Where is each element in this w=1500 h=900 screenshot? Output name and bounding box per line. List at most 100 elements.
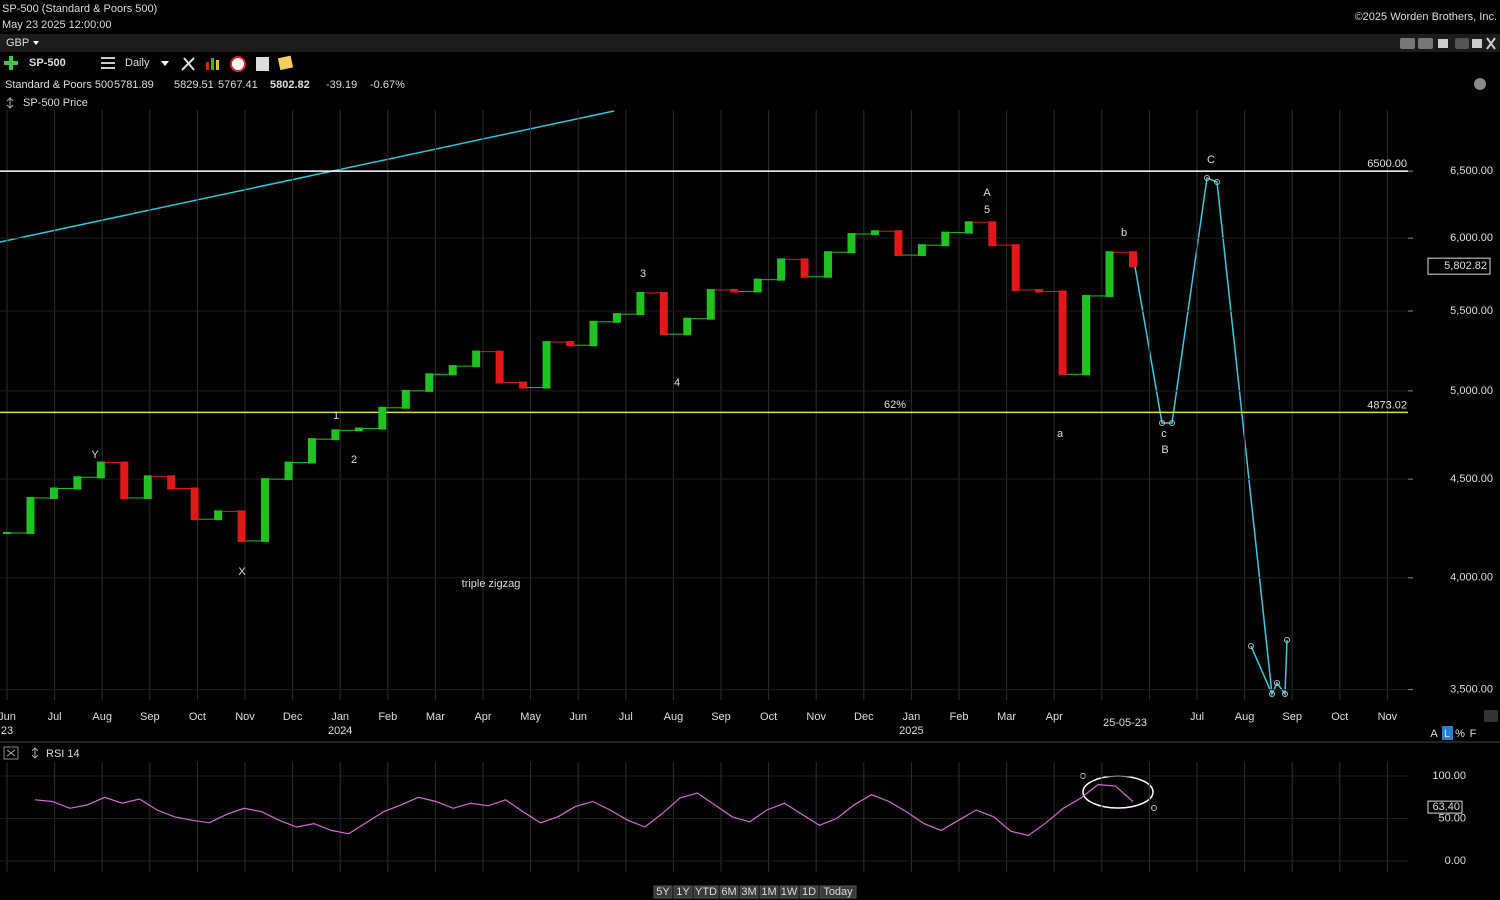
datetime: May 23 2025 12:00:00 — [2, 19, 111, 31]
window-title: SP-500 (Standard & Poors 500) — [2, 3, 157, 15]
settings-icon[interactable] — [1474, 78, 1486, 90]
range-button[interactable] — [719, 885, 739, 899]
wave-label: A — [983, 187, 991, 199]
price-bar — [1129, 251, 1137, 268]
x-tick-label: Dec — [854, 711, 874, 723]
rsi-line — [34, 783, 1134, 837]
wave-label: X — [238, 566, 246, 578]
note-icon[interactable] — [277, 55, 294, 71]
range-button[interactable] — [739, 885, 759, 899]
wave-label: C — [1207, 154, 1215, 166]
price-bar — [519, 381, 528, 389]
x-tick-label: Mar — [426, 711, 445, 723]
range-button[interactable] — [779, 885, 799, 899]
x-tick-label: Jul — [48, 711, 62, 723]
price-bar — [307, 438, 316, 464]
range-button[interactable] — [673, 885, 693, 899]
x-tick-label: Nov — [235, 711, 255, 723]
price-bar — [659, 291, 668, 336]
last-price-box — [1427, 257, 1491, 275]
x-tick-label: Feb — [950, 711, 969, 723]
control-button[interactable] — [1400, 38, 1415, 49]
series-legend: SP-500 Price — [23, 97, 88, 109]
price-bar — [237, 510, 246, 542]
indicator-icon[interactable] — [206, 62, 209, 70]
range-button[interactable] — [799, 885, 819, 899]
y-tick-label: 4,000.00 — [1450, 572, 1493, 584]
x-tick-label: Aug — [92, 711, 112, 723]
dropdown-arrow — [33, 41, 39, 45]
x-tick-label: Apr — [474, 711, 491, 723]
price-bar — [777, 258, 786, 281]
close: 5802.82 — [270, 79, 310, 91]
y-tick-label: 5,000.00 — [1450, 385, 1493, 397]
period-dropdown[interactable]: Daily — [125, 57, 150, 69]
price-bar — [847, 232, 856, 254]
x-tick-label: Oct — [1331, 711, 1348, 723]
window-controls — [1400, 37, 1496, 50]
add-button[interactable] — [4, 56, 18, 70]
close-button[interactable] — [1486, 37, 1496, 50]
range-button-label: 1W — [781, 886, 798, 898]
wave-label: b — [1121, 227, 1127, 239]
draw-tool[interactable] — [1484, 710, 1498, 722]
scale-option[interactable]: A — [1430, 728, 1438, 740]
indicator-legend: RSI 14 — [46, 748, 80, 760]
calc-icon[interactable] — [256, 57, 269, 71]
wave-label: c — [1161, 428, 1167, 440]
indicator-icon[interactable] — [216, 60, 219, 70]
x-tick-label: Aug — [664, 711, 684, 723]
wave-label: a — [1057, 428, 1064, 440]
control-button[interactable] — [1455, 38, 1469, 49]
x-tick-label: Oct — [189, 711, 206, 723]
x-tick-label: May — [520, 711, 541, 723]
range-button-label: YTD — [695, 886, 717, 898]
price-bar — [988, 221, 997, 247]
price-bar — [214, 510, 223, 521]
symbol[interactable]: SP-500 — [29, 57, 66, 69]
range-button[interactable] — [819, 885, 857, 899]
x-tick-label: Jul — [1190, 711, 1204, 723]
range-button[interactable] — [653, 885, 673, 899]
list-icon[interactable] — [101, 57, 115, 69]
rsi-last-label: 63.40 — [1432, 801, 1460, 813]
price-bar — [120, 461, 129, 499]
indicator-icon[interactable] — [211, 58, 214, 70]
price-bar — [941, 231, 950, 247]
x-tick-label: Sep — [711, 711, 731, 723]
price-bar — [636, 291, 645, 316]
price-bar — [96, 461, 105, 479]
open: 5781.89 — [114, 79, 154, 91]
tools-icon[interactable] — [181, 57, 195, 71]
control-button[interactable] — [1472, 39, 1482, 48]
x-tick-label: Sep — [140, 711, 160, 723]
x-tick-label: Nov — [1378, 711, 1398, 723]
move-handle[interactable] — [6, 97, 14, 109]
range-button[interactable] — [693, 885, 719, 899]
price-bar — [566, 341, 574, 347]
move-handle[interactable] — [31, 747, 39, 759]
scale-option[interactable]: L — [1444, 728, 1450, 740]
alert-icon[interactable] — [230, 56, 246, 72]
y-tick-label: 6,000.00 — [1450, 232, 1493, 244]
low: 5767.41 — [218, 79, 258, 91]
tool-icons — [181, 55, 294, 72]
control-button[interactable] — [1418, 38, 1433, 49]
currency-dropdown[interactable]: GBP — [6, 37, 29, 49]
wave-label: 3 — [640, 268, 646, 280]
x-tick-label: Aug — [1235, 711, 1255, 723]
x-tick-label: Dec — [283, 711, 303, 723]
scale-option[interactable]: F — [1470, 728, 1477, 740]
wave-label: triple zigzag — [462, 578, 521, 590]
price-bar — [3, 531, 11, 534]
range-button-label: Today — [823, 886, 853, 898]
projection-line — [1132, 176, 1288, 697]
control-button[interactable] — [1438, 39, 1448, 48]
cursor-date: 25-05-23 — [1103, 717, 1147, 729]
security-name: Standard & Poors 500 — [5, 79, 113, 91]
range-button[interactable] — [759, 885, 779, 899]
y-tick-label: 3,500.00 — [1450, 684, 1493, 696]
price-bar — [1082, 294, 1091, 376]
scale-option[interactable]: % — [1455, 728, 1465, 740]
close-panel[interactable] — [3, 746, 19, 760]
